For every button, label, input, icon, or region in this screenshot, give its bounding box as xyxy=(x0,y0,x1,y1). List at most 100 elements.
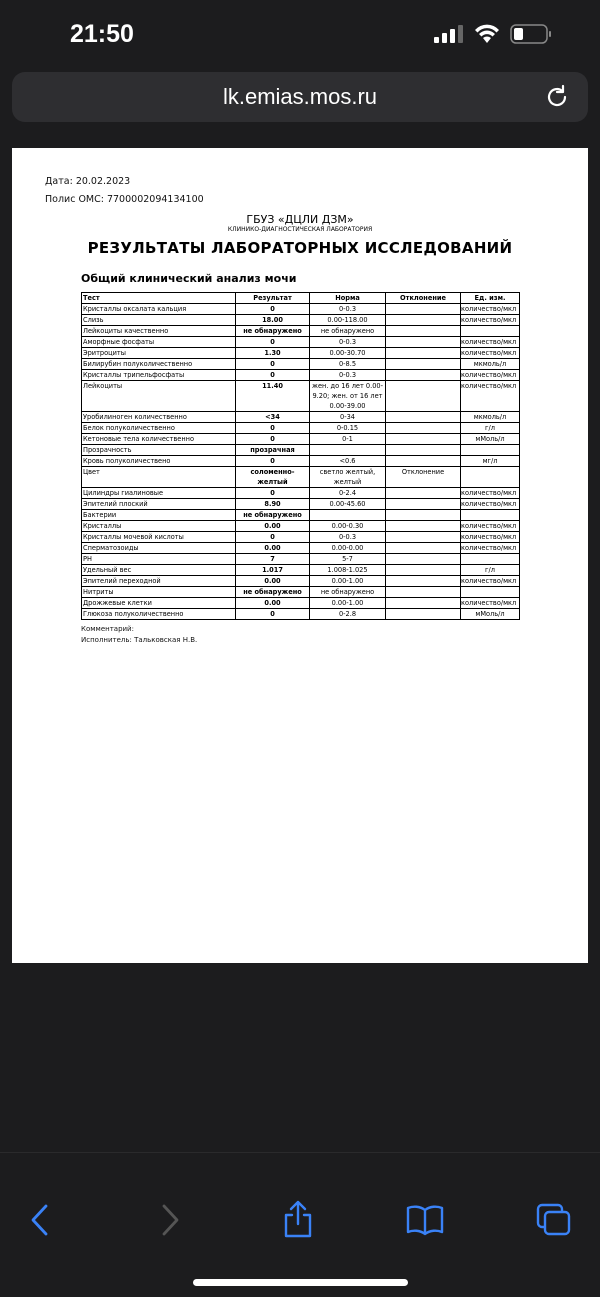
deviation xyxy=(385,520,461,532)
result-value: 0 xyxy=(235,531,310,543)
header-deviation: Отклонение xyxy=(385,292,461,304)
test-name: Слизь xyxy=(81,314,236,326)
table-row: Слизь 18.00 0.00-118.00 количество/мкл xyxy=(81,314,520,326)
url-text[interactable]: lk.emias.mos.ru xyxy=(222,84,378,109)
table-row: Эпителий переходной 0.00 0.00-1.00 количест… xyxy=(81,575,520,587)
test-name: Цвет xyxy=(81,466,236,488)
status-time: 21:50 xyxy=(70,20,134,48)
share-icon[interactable] xyxy=(282,1199,314,1239)
table-row: PH 7 5-7 xyxy=(81,553,520,565)
norm-range: 0-0.15 xyxy=(309,422,386,434)
norm-range: 0-0.3 xyxy=(309,303,386,315)
test-name: PH xyxy=(81,553,236,565)
result-value: не обнаружено xyxy=(235,325,310,337)
table-row: Прозрачность прозрачная xyxy=(81,444,520,456)
result-value: 0.00 xyxy=(235,542,310,554)
table-row: Бактерии не обнаружено xyxy=(81,509,520,521)
result-value: 11.40 xyxy=(235,380,310,412)
table-row: Цилиндры гиалиновые 0 0-2.4 количество/мкл xyxy=(81,487,520,499)
unit: мМоль/л xyxy=(460,608,520,620)
deviation xyxy=(385,422,461,434)
norm-range: 0.00-30.70 xyxy=(309,347,386,359)
norm-range: 0-0.3 xyxy=(309,336,386,348)
norm-range: 0.00-45.60 xyxy=(309,498,386,510)
norm-range: не обнаружено xyxy=(309,325,386,337)
test-name: Прозрачность xyxy=(81,444,236,456)
unit: мкмоль/л xyxy=(460,411,520,423)
results-section: Тест Результат Норма Отклонение Ед. изм.… xyxy=(81,292,520,646)
unit xyxy=(460,444,520,456)
test-name: Кристаллы оксалата кальция xyxy=(81,303,236,315)
unit: количество/мкл xyxy=(460,542,520,554)
table-row: Кристаллы 0.00 0.00-0.30 количество/мкл xyxy=(81,520,520,532)
unit: количество/мкл xyxy=(460,575,520,587)
result-value: 8.90 xyxy=(235,498,310,510)
deviation xyxy=(385,531,461,543)
unit: количество/мкл xyxy=(460,303,520,315)
norm-range: 0.00-1.00 xyxy=(309,597,386,609)
deviation xyxy=(385,498,461,510)
result-value: соломенно-желтый xyxy=(235,466,310,488)
header-test: Тест xyxy=(81,292,236,304)
result-value: 0 xyxy=(235,422,310,434)
deviation xyxy=(385,564,461,576)
table-row: Лейкоциты 11.40 жен. до 16 лет 0.00-9.20; … xyxy=(81,380,520,412)
result-value: прозрачная xyxy=(235,444,310,456)
unit: мг/л xyxy=(460,455,520,467)
test-name: Билирубин полуколичественно xyxy=(81,358,236,370)
table-row: Белок полуколичественно 0 0-0.15 г/л xyxy=(81,422,520,434)
table-row: Кристаллы мочевой кислоты 0 0-0.3 количеств… xyxy=(81,531,520,543)
bookmarks-icon[interactable] xyxy=(406,1203,444,1237)
unit: мМоль/л xyxy=(460,433,520,445)
test-name: Дрожжевые клетки xyxy=(81,597,236,609)
result-value: 1.017 xyxy=(235,564,310,576)
deviation xyxy=(385,347,461,359)
deviation: Отклонение xyxy=(385,466,461,488)
home-indicator[interactable] xyxy=(193,1279,408,1286)
tabs-icon[interactable] xyxy=(536,1203,572,1237)
norm-range: 0-0.3 xyxy=(309,369,386,381)
norm-range: 0-1 xyxy=(309,433,386,445)
unit: количество/мкл xyxy=(460,347,520,359)
deviation xyxy=(385,433,461,445)
unit xyxy=(460,553,520,565)
lab-name: КЛИНИКО-ДИАГНОСТИЧЕСКАЯ ЛАБОРАТОРИЯ xyxy=(227,226,373,233)
deviation xyxy=(385,553,461,565)
deviation xyxy=(385,444,461,456)
forward-icon[interactable] xyxy=(158,1203,182,1237)
table-row: Эритроциты 1.30 0.00-30.70 количество/мкл xyxy=(81,347,520,359)
table-row: Уробилиноген количественно <34 0-34 мкмоль/… xyxy=(81,411,520,423)
table-row: Аморфные фосфаты 0 0-0.3 количество/мкл xyxy=(81,336,520,348)
test-name: Аморфные фосфаты xyxy=(81,336,236,348)
test-name: Кристаллы xyxy=(81,520,236,532)
results-table: Тест Результат Норма Отклонение Ед. изм.… xyxy=(81,292,520,620)
test-name: Белок полуколичественно xyxy=(81,422,236,434)
test-name: Кровь полуколичествено xyxy=(81,455,236,467)
result-value: не обнаружено xyxy=(235,586,310,598)
norm-range: 0-34 xyxy=(309,411,386,423)
deviation xyxy=(385,586,461,598)
unit: г/л xyxy=(460,564,520,576)
deviation xyxy=(385,358,461,370)
unit xyxy=(460,509,520,521)
table-row: Сперматозоиды 0.00 0.00-0.00 количество/мкл xyxy=(81,542,520,554)
test-name: Эпителий переходной xyxy=(81,575,236,587)
norm-range: 0-2.8 xyxy=(309,608,386,620)
test-name: Кристаллы трипельфосфаты xyxy=(81,369,236,381)
unit xyxy=(460,325,520,337)
test-name: Эпителий плоский xyxy=(81,498,236,510)
back-icon[interactable] xyxy=(28,1203,52,1237)
table-row: Кристаллы оксалата кальция 0 0-0.3 количест… xyxy=(81,303,520,315)
deviation xyxy=(385,380,461,412)
deviation xyxy=(385,597,461,609)
address-bar[interactable]: lk.emias.mos.ru xyxy=(12,72,588,122)
norm-range: 1.008-1.025 xyxy=(309,564,386,576)
result-value: 0 xyxy=(235,608,310,620)
test-name: Сперматозоиды xyxy=(81,542,236,554)
deviation xyxy=(385,303,461,315)
test-name: Глюкоза полуколичественно xyxy=(81,608,236,620)
unit: количество/мкл xyxy=(460,336,520,348)
status-icons xyxy=(434,24,552,44)
reload-icon[interactable] xyxy=(544,84,570,110)
table-row: Глюкоза полуколичественно 0 0-2.8 мМоль/л xyxy=(81,608,520,620)
